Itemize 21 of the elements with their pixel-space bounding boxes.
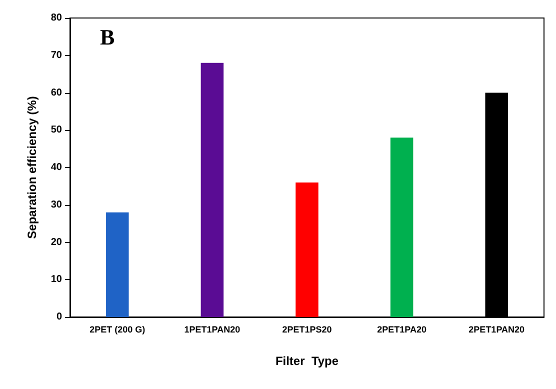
y-tick-label: 0 [56,312,62,322]
x-tick-label: 2PET1PA20 [377,324,426,334]
bar [200,62,224,317]
x-tick-label: 2PET1PAN20 [468,324,525,334]
annotation: B [100,24,115,50]
y-tick-label: 40 [50,162,62,173]
y-tick-label: 20 [50,236,62,248]
bar [296,182,318,317]
y-axis-title: Separation efficiency (%) [25,96,39,239]
x-tick-label: 2PET1PS20 [282,324,332,334]
y-tick-label: 50 [50,124,62,136]
y-tick-label: 10 [50,274,62,286]
bar [106,212,129,317]
y-tick-label: 30 [50,199,62,210]
x-tick-label: 1PET1PAN20 [184,324,240,334]
y-tick-label: 60 [50,87,62,98]
y-tick-label: 70 [50,50,62,61]
x-axis-title: Filter Type [275,354,339,368]
bar [390,138,414,317]
y-tick-label: 80 [50,12,62,24]
x-tick-label: 2PET (200 G) [90,324,146,334]
